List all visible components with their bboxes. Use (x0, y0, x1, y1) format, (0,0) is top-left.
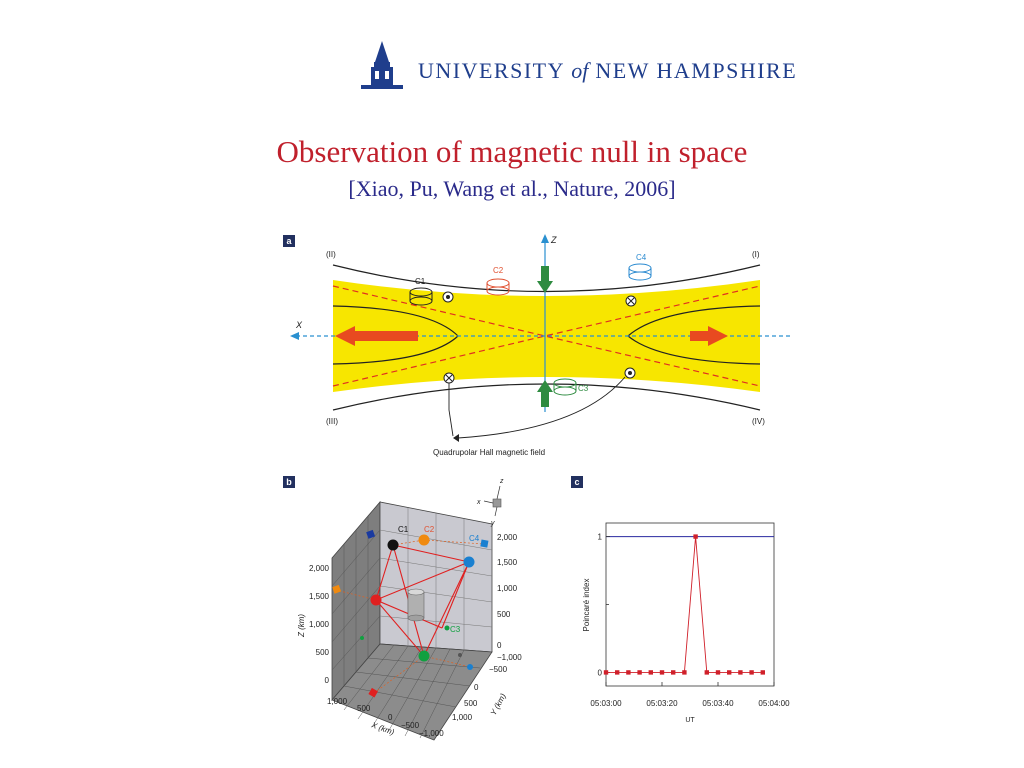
current-sheet (333, 280, 760, 392)
spacecraft-c2-marker (418, 534, 430, 546)
z-axis-label: Z (550, 235, 557, 245)
x-axis-label: X (295, 320, 303, 330)
b-c4-label: C4 (469, 534, 480, 543)
hall-field-out-marker (442, 291, 454, 303)
data-point (626, 670, 631, 675)
wordmark-of: of (571, 58, 589, 83)
c4-label: C4 (636, 253, 647, 262)
z-tick: 500 (316, 648, 330, 657)
x-tick: −1,000 (419, 729, 444, 738)
quadrant-ii-label: (II) (326, 250, 336, 259)
z-tick: 1,500 (309, 592, 330, 601)
spacecraft-c2-icon (486, 278, 510, 296)
inflow-arrow-bottom (537, 380, 553, 407)
x-tick-label: 05:03:20 (646, 699, 678, 708)
data-point (671, 670, 676, 675)
z-tick: 2,000 (309, 564, 330, 573)
university-wordmark: UNIVERSITY of NEW HAMPSHIRE (418, 58, 797, 84)
quadrant-iii-label: (III) (326, 417, 338, 426)
data-point (715, 670, 721, 675)
b-c1-label: C1 (398, 525, 409, 534)
x-tick: 500 (357, 704, 371, 713)
c2-label: C2 (493, 266, 504, 275)
inflow-arrow-top (537, 266, 553, 293)
data-point (760, 670, 765, 675)
right-tick: 1,000 (497, 584, 518, 593)
panel-b-tag: b (283, 476, 295, 488)
z-axis-title: Z (km) (297, 614, 306, 638)
x-tick: −500 (401, 721, 420, 730)
data-point (637, 670, 642, 675)
hall-field-in-marker (443, 372, 455, 384)
null-region-cylinder-icon (407, 588, 425, 622)
y-tick: −500 (489, 665, 508, 674)
data-point (693, 534, 698, 539)
wordmark-university: UNIVERSITY (418, 58, 565, 83)
x-axis-title: UT (685, 717, 695, 724)
spacecraft-green-marker (418, 650, 430, 662)
y-tick-label: 0 (598, 668, 603, 677)
outflow-arrow-right (690, 326, 728, 346)
orient-x-label: x (476, 499, 481, 506)
c3-label: C3 (578, 384, 589, 393)
right-tick: 500 (497, 610, 511, 619)
b-c3-label: C3 (450, 625, 461, 634)
x-tick-label: 05:04:00 (758, 699, 790, 708)
x-tick-label: 05:03:00 (590, 699, 622, 708)
orient-y-label: y (490, 520, 495, 527)
right-tick: 0 (497, 641, 502, 650)
data-point (603, 670, 609, 675)
slide-citation: [Xiao, Pu, Wang et al., Nature, 2006] (348, 176, 676, 201)
right-tick: 2,000 (497, 533, 518, 542)
x-tick: 1,000 (327, 697, 348, 706)
unh-logo (358, 40, 758, 92)
axis-orientation-icon (483, 485, 502, 517)
data-point (682, 670, 687, 675)
wordmark-new-hampshire: NEW HAMPSHIRE (595, 58, 798, 83)
orient-z-label: z (499, 478, 504, 485)
y-axis-title: Poincaré index (582, 579, 591, 632)
data-point (738, 670, 743, 675)
hall-field-caption: Quadrupolar Hall magnetic field (433, 448, 545, 457)
spacecraft-c4-marker (463, 556, 475, 568)
y-tick-label: 1 (598, 533, 603, 542)
y-tick: 500 (464, 699, 478, 708)
y-tick: 0 (474, 683, 479, 692)
panel-a-tag: a (283, 235, 295, 247)
slide-title: Observation of magnetic null in space (276, 134, 748, 169)
data-point (704, 670, 709, 675)
hall-field-out-marker (624, 367, 636, 379)
thompson-hall-tower-icon (361, 41, 403, 89)
spacecraft-c1-marker (387, 539, 399, 551)
x-tick-label: 05:03:40 (702, 699, 734, 708)
spacecraft-c4-icon (628, 263, 652, 281)
series-line (606, 536, 763, 673)
quadrant-i-label: (I) (752, 250, 760, 259)
spacecraft-c1-icon (409, 287, 433, 306)
z-tick: 0 (325, 676, 330, 685)
spacecraft-c3-marker (444, 625, 450, 631)
data-point (659, 670, 665, 675)
x-tick: 0 (388, 713, 393, 722)
panel-c-tag: c (571, 476, 583, 488)
right-tick: 1,500 (497, 558, 518, 567)
outflow-arrow-left (335, 326, 418, 346)
quadrant-iv-label: (IV) (752, 417, 765, 426)
data-point (648, 670, 653, 675)
z-tick: 1,000 (309, 620, 330, 629)
spacecraft-c3-icon (553, 378, 577, 396)
spacecraft-red-marker (370, 594, 382, 606)
b-c2-label: C2 (424, 525, 435, 534)
y-tick: −1,000 (497, 653, 522, 662)
hall-field-in-marker (625, 295, 637, 307)
c1-label: C1 (415, 277, 426, 286)
data-point (727, 670, 732, 675)
data-point (749, 670, 754, 675)
y-tick: 1,000 (452, 713, 473, 722)
data-point (615, 670, 620, 675)
